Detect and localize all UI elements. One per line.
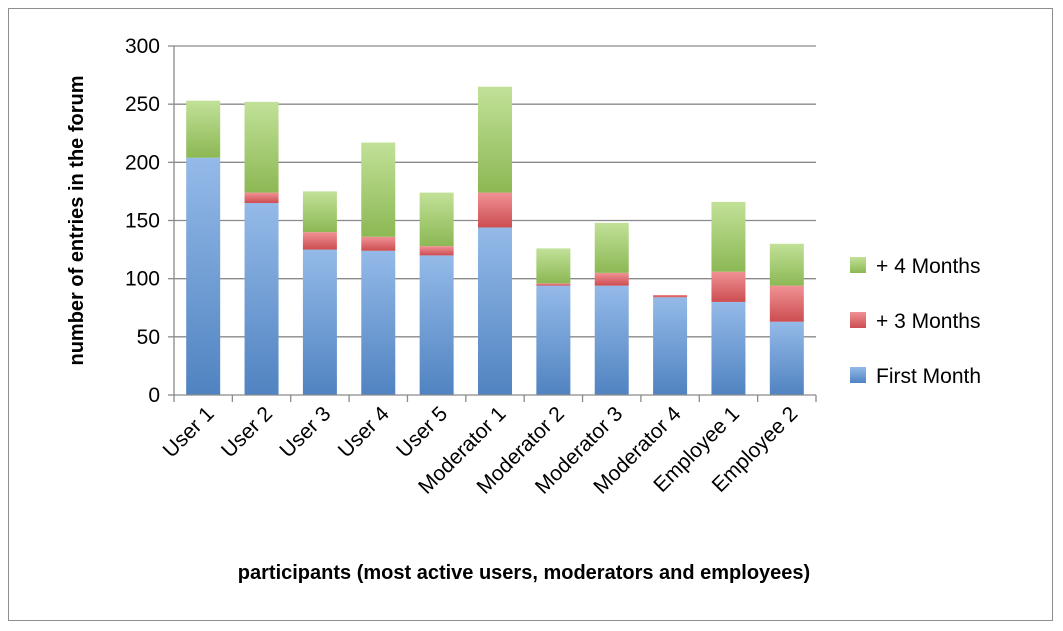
legend-swatch [850, 367, 866, 383]
bar-segment [478, 192, 512, 228]
bar-segment [653, 297, 688, 395]
y-tick-label: 150 [125, 210, 160, 233]
legend-swatch [850, 257, 866, 273]
legend-label: + 3 Months [876, 310, 980, 333]
y-tick-label: 0 [148, 384, 160, 407]
legend-swatch [850, 312, 866, 328]
bar-segment [711, 201, 746, 272]
bar-segment [302, 249, 337, 395]
bar-segment [653, 294, 688, 298]
x-tick-label: User 2 [217, 402, 277, 462]
legend-label: First Month [876, 365, 981, 388]
bar-segment [302, 191, 337, 233]
bar-segment [594, 272, 629, 286]
y-tick-label: 300 [125, 35, 160, 58]
bar-segment [711, 271, 746, 302]
bar-segment [244, 203, 279, 395]
bar-segment [594, 285, 629, 395]
x-tick-label: User 4 [334, 402, 394, 462]
bar-segment [478, 227, 512, 395]
axes [173, 46, 817, 402]
y-tick-label: 200 [125, 151, 160, 174]
bar-segment [478, 86, 512, 193]
bar-segment [769, 285, 804, 322]
bar-segment [186, 100, 221, 158]
chart-frame: 0 50 100 150 200 250 300 User 1 User 2 User 3 Use… [8, 8, 1053, 621]
bar-segment [302, 232, 337, 250]
x-axis-title: participants (most active users, moderat… [238, 562, 810, 584]
bar-segment [536, 283, 571, 286]
y-tick-labels: 0 50 100 150 200 250 300 [125, 35, 160, 407]
bar-segment [536, 285, 571, 395]
bar-segment [244, 101, 279, 193]
y-tick-label: 50 [137, 326, 160, 349]
bar-segment [419, 192, 454, 247]
bar-segment [419, 255, 454, 395]
bar-segment [594, 222, 629, 273]
bar-segment [361, 142, 396, 237]
bars [186, 86, 804, 395]
y-tick-label: 250 [125, 93, 160, 116]
bar-segment [769, 321, 804, 395]
legend-label: + 4 Months [876, 255, 980, 278]
bar-segment [186, 157, 221, 395]
bar-segment [769, 243, 804, 286]
x-tick-label: User 1 [159, 402, 219, 462]
legend: + 4 Months + 3 Months First Month [850, 255, 981, 388]
bar-segment [536, 248, 571, 284]
bar-segment [244, 192, 279, 204]
y-tick-label: 100 [125, 268, 160, 291]
x-tick-label: User 3 [275, 402, 335, 462]
bar-segment [361, 250, 396, 395]
y-axis-title: number of entries in the forum [66, 75, 88, 365]
bar-segment [419, 246, 454, 256]
bar-segment [711, 301, 746, 395]
bar-segment [361, 236, 396, 251]
